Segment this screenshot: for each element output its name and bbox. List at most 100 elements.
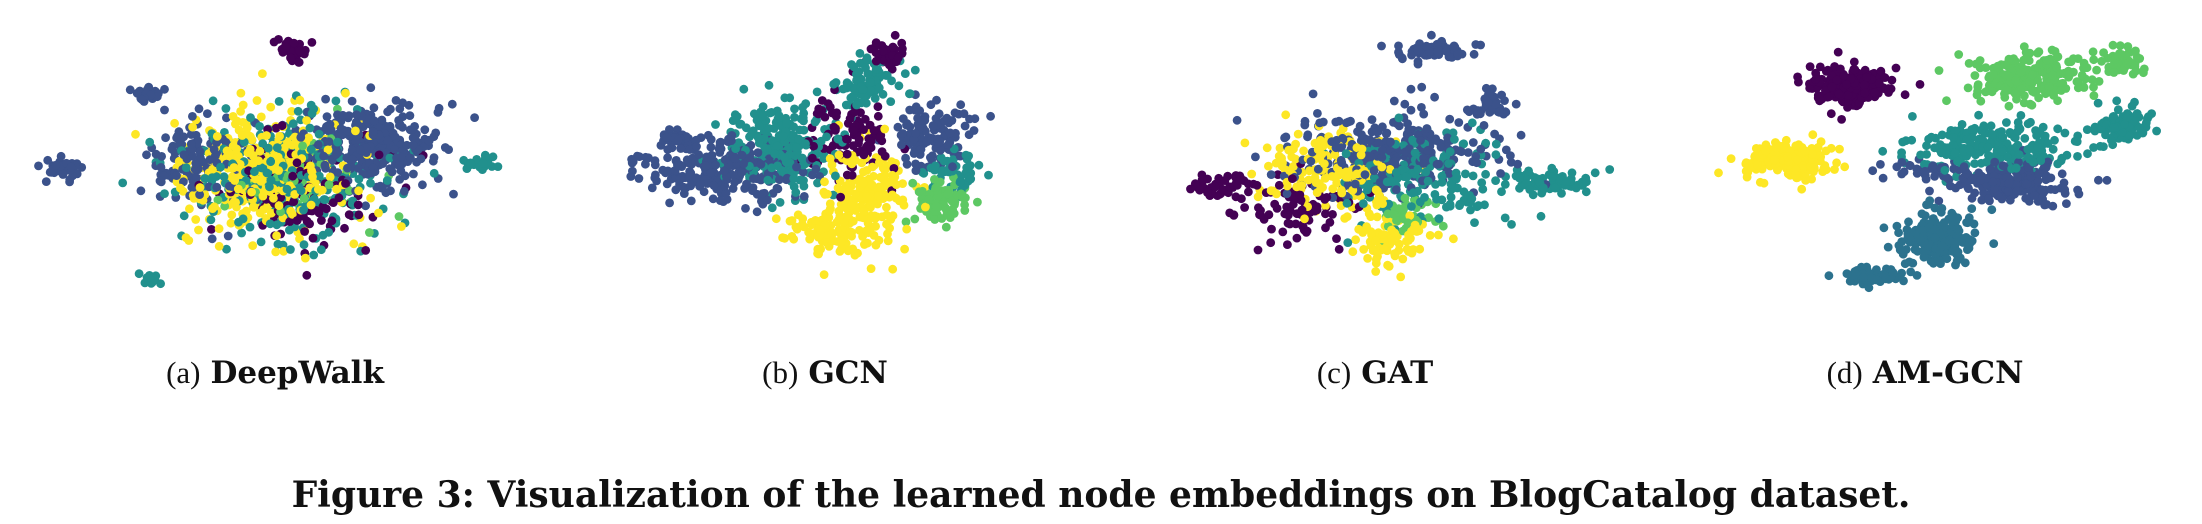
embedding-point — [343, 126, 353, 136]
embedding-point — [1304, 175, 1314, 185]
embedding-point — [763, 195, 772, 205]
embedding-point — [1283, 240, 1292, 250]
embedding-point — [789, 174, 799, 183]
embedding-point — [347, 96, 357, 106]
embedding-point — [1317, 149, 1327, 159]
embedding-point — [798, 102, 807, 112]
embedding-point — [2060, 128, 2070, 138]
embedding-point — [1325, 218, 1335, 227]
embedding-point — [1356, 150, 1366, 160]
embedding-point — [447, 99, 457, 109]
embedding-point — [859, 167, 868, 177]
embedding-point — [395, 120, 405, 129]
embedding-point — [2123, 42, 2133, 51]
embedding-point — [792, 162, 801, 172]
embedding-point — [2079, 58, 2089, 68]
embedding-point — [328, 198, 338, 208]
embedding-point — [391, 96, 401, 105]
embedding-point — [252, 96, 262, 105]
embedding-point — [902, 224, 912, 234]
embedding-point — [361, 201, 370, 211]
embedding-point — [1282, 189, 1292, 199]
embedding-point — [255, 122, 264, 131]
embedding-point — [1256, 210, 1265, 220]
embedding-point — [1878, 173, 1888, 183]
embedding-point — [946, 209, 956, 219]
embedding-point — [1288, 199, 1298, 209]
embedding-point — [406, 153, 415, 163]
embedding-point — [873, 102, 883, 112]
embedding-point — [1360, 170, 1370, 180]
embedding-point — [405, 111, 415, 120]
embedding-point — [871, 221, 880, 231]
embedding-point — [2073, 152, 2082, 161]
embedding-point — [295, 46, 305, 56]
embedding-point — [859, 178, 868, 188]
embedding-point — [1468, 138, 1478, 147]
embedding-point — [758, 111, 767, 121]
embedding-point — [245, 222, 255, 232]
embedding-point — [1281, 110, 1291, 120]
embedding-point — [1922, 200, 1931, 210]
embedding-point — [765, 108, 775, 118]
embedding-point — [862, 192, 872, 202]
embedding-point — [859, 207, 869, 216]
embedding-point — [1369, 166, 1379, 176]
panel-am-gcn: (d) AM-GCN — [1650, 0, 2200, 420]
embedding-point — [2108, 112, 2118, 122]
embedding-point — [272, 231, 281, 241]
embedding-point — [1897, 148, 1906, 158]
embedding-point — [431, 128, 441, 138]
embedding-point — [1485, 88, 1495, 98]
embedding-point — [321, 94, 330, 104]
embedding-point — [1300, 214, 1309, 224]
embedding-point — [749, 174, 758, 184]
embedding-point — [306, 144, 316, 154]
embedding-point — [1921, 174, 1931, 184]
embedding-point — [214, 224, 224, 234]
embedding-point — [1295, 190, 1305, 200]
sub-label: (c) — [1316, 355, 1352, 390]
embedding-point — [1363, 185, 1372, 195]
embedding-point — [673, 135, 683, 145]
embedding-point — [1906, 267, 1916, 277]
embedding-point — [1970, 159, 1979, 169]
embedding-point — [1313, 109, 1322, 118]
embedding-point — [1726, 154, 1736, 164]
sub-label: (a) — [166, 355, 201, 390]
embedding-point — [1431, 134, 1441, 144]
embedding-point — [1264, 161, 1273, 171]
embedding-point — [274, 201, 284, 211]
embedding-point — [1359, 245, 1369, 254]
embedding-point — [1438, 221, 1448, 231]
embedding-point — [871, 48, 881, 57]
embedding-point — [292, 158, 302, 168]
embedding-point — [767, 203, 777, 213]
embedding-point — [1967, 193, 1977, 203]
embedding-point — [1253, 192, 1263, 202]
embedding-point — [736, 119, 746, 129]
embedding-point — [185, 204, 194, 214]
embedding-point — [272, 220, 282, 230]
embedding-point — [730, 154, 740, 163]
embedding-point — [961, 150, 971, 160]
embedding-point — [299, 194, 309, 203]
embedding-point — [1283, 210, 1293, 220]
embedding-point — [888, 170, 897, 180]
embedding-point — [1539, 183, 1548, 193]
embedding-point — [304, 133, 313, 143]
embedding-point — [741, 204, 750, 213]
embedding-point — [354, 210, 364, 220]
embedding-point — [225, 181, 234, 191]
embedding-point — [1407, 50, 1416, 60]
embedding-point — [825, 206, 834, 216]
embedding-point — [338, 110, 348, 120]
embedding-point — [847, 201, 856, 211]
embedding-point — [799, 192, 809, 201]
embedding-point — [1392, 168, 1401, 177]
embedding-point — [395, 175, 405, 184]
embedding-point — [1417, 82, 1427, 92]
panel-gcn: (b) GCN — [550, 0, 1100, 420]
embedding-point — [1427, 30, 1436, 40]
embedding-point — [289, 197, 299, 207]
